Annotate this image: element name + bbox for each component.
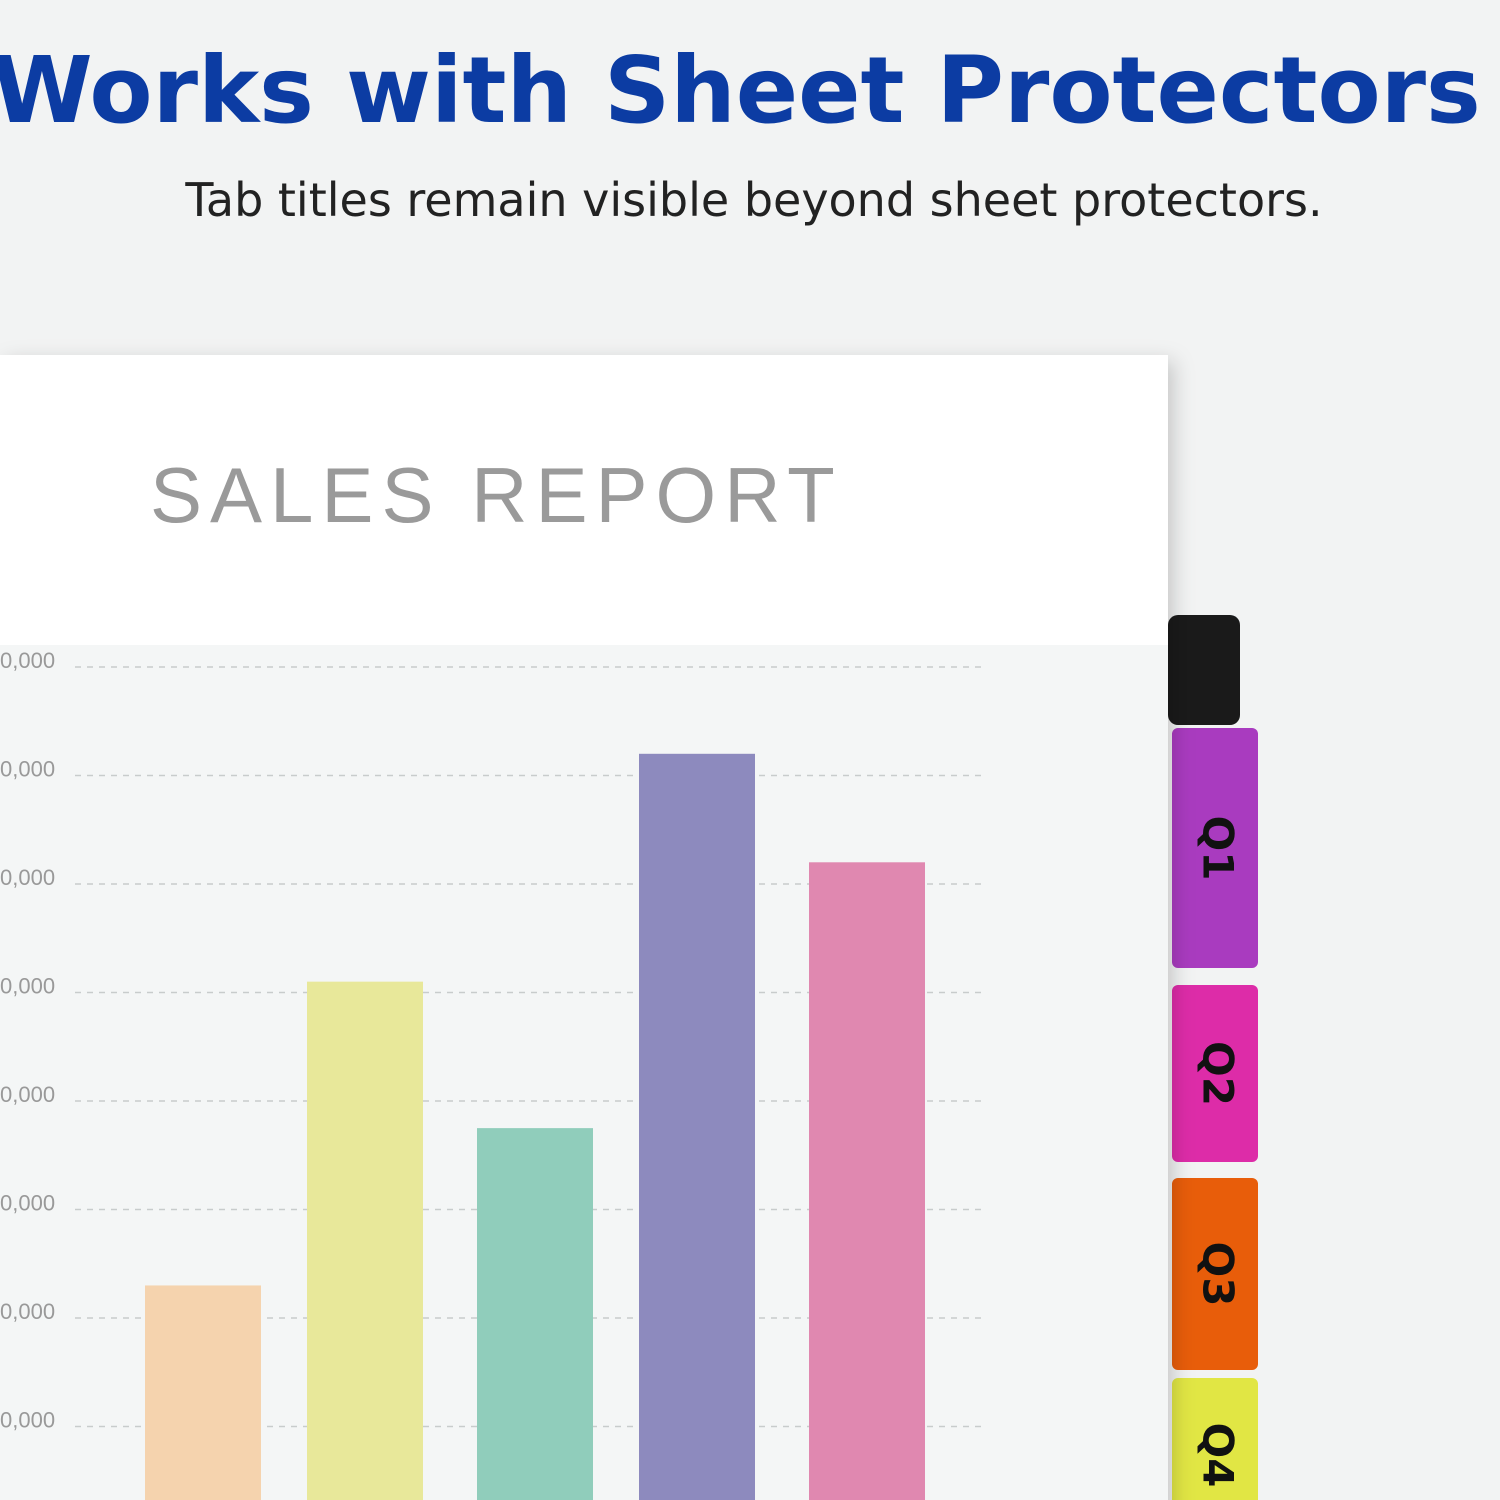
y-tick-label: 0,000	[0, 1408, 55, 1433]
tab	[1172, 1178, 1258, 1370]
tab-label: Q2	[1194, 1041, 1243, 1106]
bar	[639, 753, 755, 1500]
tab-label: Q1	[1194, 816, 1243, 881]
y-tick-label: 0,000	[0, 1082, 55, 1107]
tab	[1172, 1378, 1258, 1500]
y-tick-label: 0,000	[0, 865, 55, 890]
binder-divider	[1168, 615, 1240, 725]
bar	[809, 862, 925, 1500]
y-tick-label: 0,000	[0, 1191, 55, 1216]
y-tick-label: 0,000	[0, 974, 55, 999]
tab-label: Q4	[1194, 1423, 1243, 1488]
bar	[307, 981, 423, 1500]
y-tick-label: 0,000	[0, 648, 55, 673]
subheadline: Tab titles remain visible beyond sheet p…	[184, 173, 1322, 227]
report-title: SALES REPORT	[150, 451, 843, 539]
tab-label: Q3	[1194, 1242, 1243, 1307]
bar	[477, 1128, 593, 1500]
tab	[1172, 728, 1258, 968]
y-tick-label: 0,000	[0, 757, 55, 782]
y-tick-label: 0,000	[0, 1299, 55, 1324]
bar	[145, 1285, 261, 1500]
headline: Works with Sheet Protectors	[0, 37, 1481, 144]
tab	[1172, 985, 1258, 1162]
